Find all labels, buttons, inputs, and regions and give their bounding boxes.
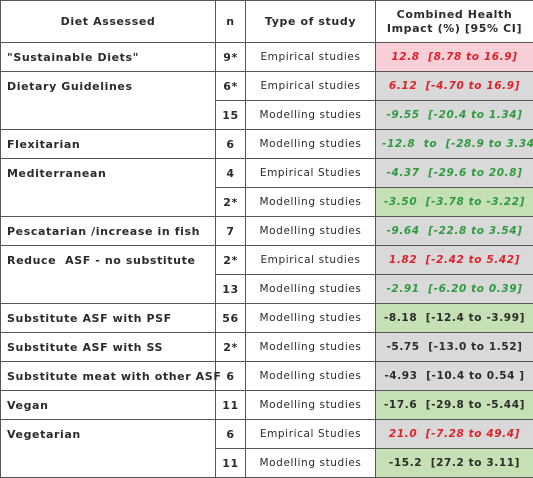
impact-cell: -9.64 [-22.8 to 3.54] (376, 217, 533, 246)
study-cell: Modelling studies (246, 217, 376, 246)
impact-cell: -2.91 [-6.20 to 0.39] (376, 275, 533, 304)
study-cell: Modelling studies (246, 101, 376, 130)
impact-cell: 21.0 [-7.28 to 49.4] (376, 420, 533, 449)
diet-cell: Mediterranean (1, 159, 216, 217)
impact-cell: -4.93 [-10.4 to 0.54 ] (376, 362, 533, 391)
n-cell: 6 (216, 420, 246, 449)
study-cell: Modelling studies (246, 130, 376, 159)
diet-cell: Substitute ASF with SS (1, 333, 216, 362)
n-cell: 13 (216, 275, 246, 304)
header-cell: Type of study (246, 1, 376, 43)
study-cell: Modelling studies (246, 188, 376, 217)
n-cell: 4 (216, 159, 246, 188)
impact-cell: -8.18 [-12.4 to -3.99] (376, 304, 533, 333)
diet-cell: Flexitarian (1, 130, 216, 159)
study-cell: Empirical studies (246, 43, 376, 72)
n-cell: 11 (216, 449, 246, 478)
impact-cell: 6.12 [-4.70 to 16.9] (376, 72, 533, 101)
header-row: Diet Assessed n Type of study Combined H… (1, 1, 533, 43)
study-cell: Empirical studies (246, 72, 376, 101)
impact-cell: -3.50 [-3.78 to -3.22] (376, 188, 533, 217)
impact-cell: -5.75 [-13.0 to 1.52] (376, 333, 533, 362)
impact-cell: 12.8 [8.78 to 16.9] (376, 43, 533, 72)
impact-cell: 1.82 [-2.42 to 5.42] (376, 246, 533, 275)
diet-cell: Substitute ASF with PSF (1, 304, 216, 333)
n-cell: 15 (216, 101, 246, 130)
n-cell: 6* (216, 72, 246, 101)
header-cell: Combined Health Impact (%) [95% CI] (376, 1, 533, 43)
diet-cell: Pescatarian /increase in fish (1, 217, 216, 246)
n-cell: 6 (216, 130, 246, 159)
diet-cell: Reduce ASF - no substitute (1, 246, 216, 304)
n-cell: 56 (216, 304, 246, 333)
diet-cell: Vegan (1, 391, 216, 420)
header-cell: Diet Assessed (1, 1, 216, 43)
study-cell: Empirical Studies (246, 420, 376, 449)
impact-cell: -15.2 [27.2 to 3.11] (376, 449, 533, 478)
study-cell: Modelling studies (246, 304, 376, 333)
n-cell: 9* (216, 43, 246, 72)
study-cell: Modelling studies (246, 391, 376, 420)
impact-cell: -12.8 to [-28.9 to 3.34 ] (376, 130, 533, 159)
study-cell: Modelling studies (246, 449, 376, 478)
n-cell: 2* (216, 188, 246, 217)
diet-cell: Vegetarian (1, 420, 216, 478)
impact-cell: -9.55 [-20.4 to 1.34] (376, 101, 533, 130)
n-cell: 11 (216, 391, 246, 420)
header-cell: n (216, 1, 246, 43)
impact-cell: -17.6 [-29.8 to -5.44] (376, 391, 533, 420)
n-cell: 7 (216, 217, 246, 246)
diet-cell: Dietary Guidelines (1, 72, 216, 130)
study-cell: Modelling studies (246, 362, 376, 391)
diet-cell: "Sustainable Diets" (1, 43, 216, 72)
impact-cell: -4.37 [-29.6 to 20.8] (376, 159, 533, 188)
study-cell: Empirical Studies (246, 159, 376, 188)
n-cell: 2* (216, 246, 246, 275)
diet-cell: Substitute meat with other ASF (1, 362, 216, 391)
n-cell: 2* (216, 333, 246, 362)
study-cell: Modelling studies (246, 275, 376, 304)
study-cell: Modelling studies (246, 333, 376, 362)
study-cell: Empirical studies (246, 246, 376, 275)
